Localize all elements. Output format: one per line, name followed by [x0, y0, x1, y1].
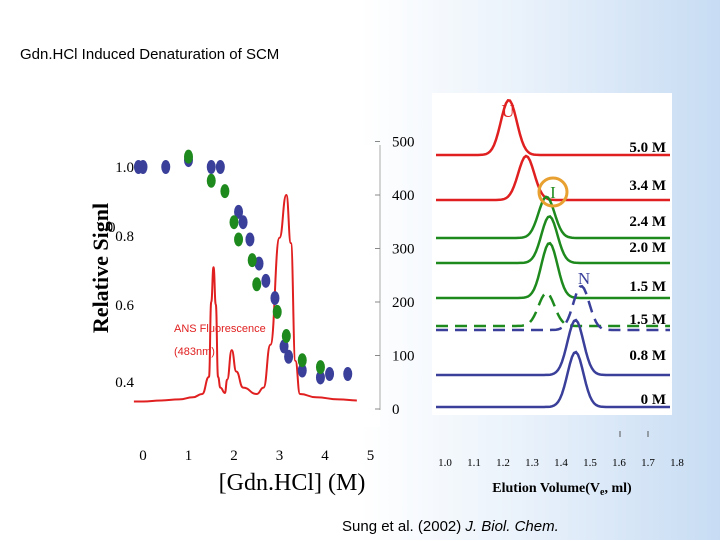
peak-label-U: U: [502, 101, 515, 121]
elution-trace: [436, 318, 670, 377]
y-tick-label: 0.8: [115, 229, 134, 245]
x-tick-label: 1: [185, 448, 193, 464]
elution-x-axis-label: Elution Volume(Ve, ml): [492, 481, 632, 498]
elution-trace: [436, 291, 670, 328]
y-tick-fragment: 0: [108, 220, 116, 236]
y-tick-label: 0.4: [115, 375, 134, 391]
elution-trace: [436, 195, 670, 240]
elution-trace: [436, 350, 670, 409]
intermediate-circle: [537, 176, 569, 208]
citation: Sung et al. (2002) J. Biol. Chem.: [342, 518, 559, 535]
scatter-point-blue: [234, 204, 244, 219]
left-plot-background: [118, 145, 380, 427]
scatter-point-blue: [138, 160, 148, 174]
scatter-point-blue: [238, 215, 248, 230]
citation-journal: J. Biol. Chem.: [465, 518, 559, 535]
right-y-tick-label: 100: [392, 349, 415, 365]
scatter-point-green: [184, 149, 193, 164]
scatter-point-blue: [343, 367, 353, 381]
elution-x-tick-label: 1.1: [467, 457, 481, 469]
peak-label-I: I: [550, 183, 556, 202]
scatter-point-blue: [161, 160, 171, 174]
scatter-point-blue: [297, 363, 307, 378]
trace-label: 2.0 M: [629, 240, 666, 256]
trace-label: 5.0 M: [629, 140, 666, 156]
scatter-point-green: [315, 360, 325, 375]
scatter-point-blue: [206, 160, 216, 174]
y-axis-label: Relative Signl: [88, 203, 113, 333]
ans-fluorescence-line: [133, 193, 357, 403]
elution-x-tick-label: 1.6: [612, 457, 626, 469]
scatter-point-blue: [261, 273, 271, 288]
scatter-point-green: [281, 329, 291, 344]
elution-trace: [436, 241, 670, 300]
trace-label: 2.4 M: [629, 214, 666, 230]
trace-label: 3.4 M: [629, 178, 666, 194]
scatter-point-green: [234, 232, 244, 247]
denaturation-panel: 0 1 2 3 4 5 1.0 0.8 0.6 0.4 500 400 300 200 100 0 Relat…: [88, 135, 415, 497]
x-tick-label: 2: [230, 448, 238, 464]
scatter-point-green: [252, 277, 262, 292]
scatter-point-green: [229, 215, 239, 230]
slide-title: Gdn.HCl Induced Denaturation of SCM: [20, 46, 280, 63]
scatter-point-blue: [325, 367, 335, 381]
y-tick-label: 1.0: [115, 160, 134, 176]
elution-x-tick-label: 1.2: [496, 457, 510, 469]
elution-x-tick-label: 1.7: [641, 457, 655, 469]
scatter-point-green: [272, 304, 282, 319]
peak-label-N: N: [578, 269, 590, 288]
right-y-tick-label: 0: [392, 402, 400, 418]
scatter-point-green: [220, 184, 230, 199]
elution-x-tick-label: 1.4: [554, 457, 568, 469]
scatter-point-blue: [315, 370, 325, 385]
x-tick-label: 4: [321, 448, 329, 464]
right-plot-background: [432, 93, 672, 415]
elution-trace: [436, 98, 670, 157]
elution-x-tick-label: 1.0: [438, 457, 452, 469]
x-tick-label: 5: [367, 448, 375, 464]
x-tick-label: 0: [139, 448, 147, 464]
scatter-point-blue: [254, 256, 264, 271]
scatter-point-blue: [215, 160, 225, 174]
scatter-point-blue: [245, 232, 255, 247]
elution-x-tick-label: 1.3: [525, 457, 539, 469]
ans-annotation-line1: ANS Fluorescence: [174, 323, 266, 335]
ans-annotation-line2: (483nm): [174, 346, 215, 358]
trace-label: 0 M: [641, 392, 666, 408]
trace-label: 0.8 M: [629, 348, 666, 364]
elution-x-tick-label: 1.5: [583, 457, 597, 469]
right-y-tick-label: 500: [392, 135, 415, 151]
trace-label: 1.5 M: [629, 312, 666, 328]
scatter-point-blue: [270, 291, 280, 306]
scatter-point-green: [247, 253, 257, 268]
elution-x-tick-label: 1.8: [670, 457, 684, 469]
right-y-tick-label: 200: [392, 295, 415, 311]
citation-authors: Sung et al. (2002): [342, 518, 466, 535]
right-y-tick-label: 300: [392, 242, 415, 258]
x-axis-label: [Gdn.HCl] (M): [219, 470, 366, 496]
elution-panel: 5.0 M 3.4 M 2.4 M 2.0 M 1.5 M 1.5 M 0.8 M 0 M U I…: [432, 93, 684, 498]
right-y-tick-label: 400: [392, 188, 415, 204]
elution-trace: [436, 284, 670, 332]
scatter-point-green: [297, 353, 307, 368]
scatter-point-green: [206, 173, 216, 188]
trace-label: 1.5 M: [629, 279, 666, 295]
elution-trace: [436, 154, 670, 202]
x-tick-label: 3: [276, 448, 284, 464]
scatter-point-blue: [284, 349, 294, 364]
elution-trace: [436, 214, 670, 265]
y-tick-label: 0.6: [115, 298, 134, 314]
